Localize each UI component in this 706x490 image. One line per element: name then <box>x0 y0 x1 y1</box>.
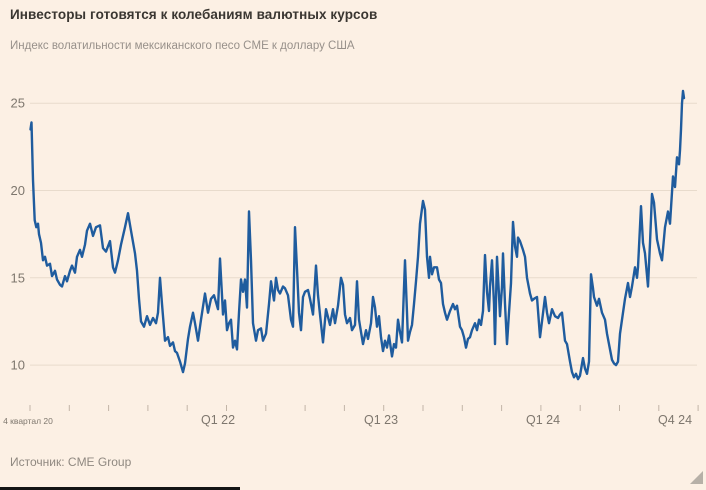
x-tick-label: 4 квартал 20 <box>3 416 53 426</box>
source-label: Источник: CME Group <box>10 455 132 469</box>
y-tick-label-20: 20 <box>11 183 25 198</box>
series-line <box>29 89 686 381</box>
x-tick-label: Q4 24 <box>658 413 692 427</box>
resize-handle-icon[interactable] <box>690 471 703 484</box>
y-tick-label-25: 25 <box>11 96 25 111</box>
chart-subtitle: Индекс волатильности мексиканского песо … <box>10 40 355 52</box>
x-tick-label: Q1 24 <box>526 413 560 427</box>
chart-title: Инвесторы готовятся к колебаниям валютны… <box>10 7 378 22</box>
y-tick-label-10: 10 <box>11 358 25 373</box>
x-tick-label: Q1 23 <box>364 413 398 427</box>
y-tick-label-15: 15 <box>11 270 25 285</box>
x-tick-label: Q1 22 <box>201 413 235 427</box>
bottom-progress-bar <box>0 487 240 490</box>
